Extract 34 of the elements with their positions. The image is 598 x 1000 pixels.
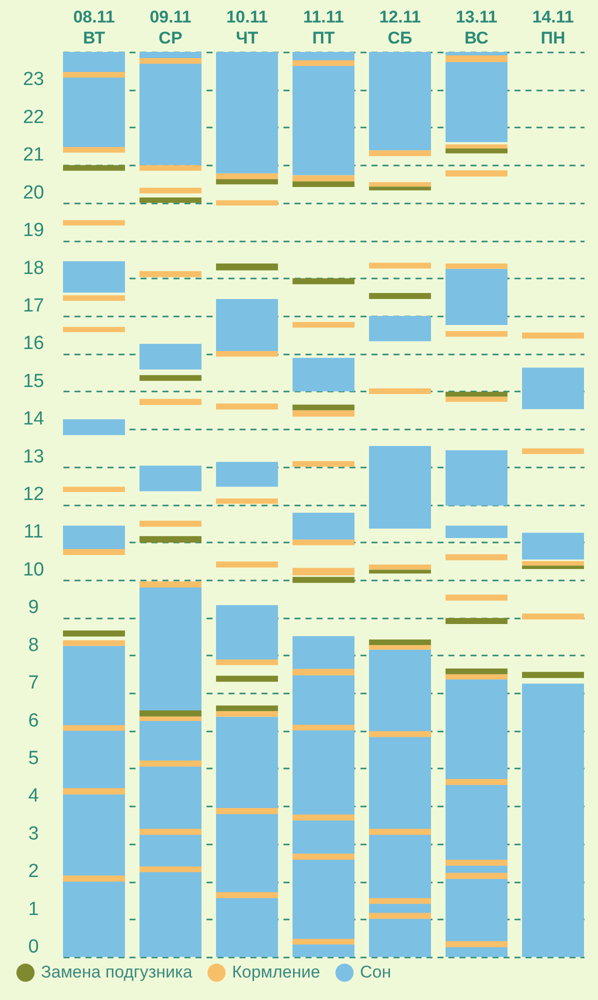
y-tick-label: 21 [22,144,44,166]
x-tick-label: 10.11 ЧТ [226,8,268,48]
y-tick-label: 9 [28,597,39,618]
legend-label: Замена подгузника [41,962,193,982]
y-tick-label: 15 [22,370,44,392]
x-tick-label: 13.11 ВС [456,8,498,48]
y-tick-label: 18 [22,258,44,279]
y-tick-label: 1 [28,898,39,920]
x-tick-label: 11.11 ПТ [303,8,344,48]
y-tick-label: 8 [28,634,39,656]
legend-label: Кормление [232,962,320,982]
legend-label: Сон [360,962,392,982]
y-tick-label: 2 [28,861,39,882]
y-tick-label: 19 [22,220,44,242]
y-tick-label: 7 [28,672,39,694]
y-tick-label: 10 [22,559,44,580]
y-tick-label: 14 [22,408,44,430]
x-tick-label: 12.11 СБ [379,8,421,48]
x-tick-label: 09.11 СР [150,8,192,48]
y-tick-label: 16 [22,333,44,354]
y-tick-label: 23 [22,69,44,90]
y-tick-label: 17 [22,295,44,316]
y-tick-label: 4 [28,786,40,807]
y-tick-label: 0 [28,936,39,958]
x-tick-label: 14.11 ПН [532,8,574,48]
y-tick-label: 13 [22,446,44,468]
x-tick-label: 08.11 ВТ [73,8,115,48]
y-tick-label: 20 [22,182,44,204]
y-tick-label: 6 [28,710,39,732]
y-tick-label: 22 [22,106,44,128]
y-tick-label: 3 [28,823,39,844]
y-tick-label: 11 [24,522,44,543]
y-tick-label: 5 [28,748,39,769]
y-tick-label: 12 [22,484,44,505]
